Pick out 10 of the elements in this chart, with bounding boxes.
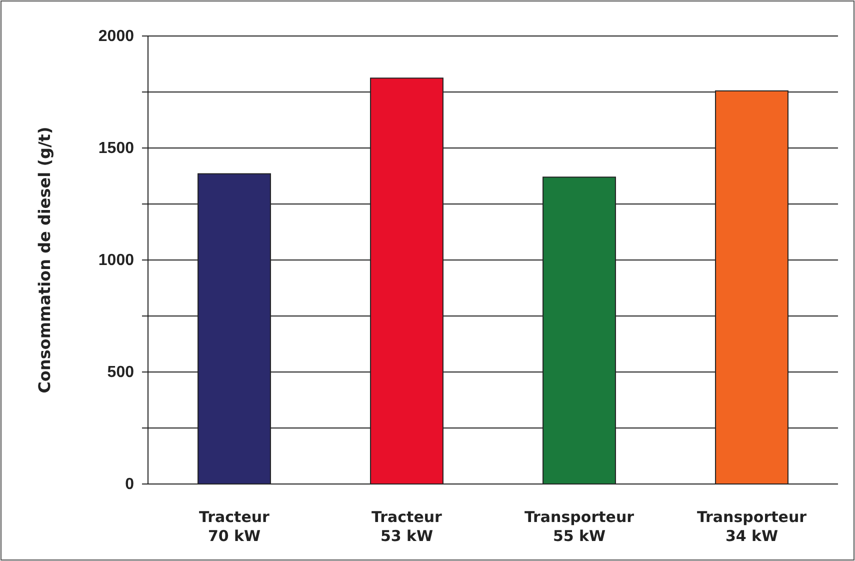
y-tick-label: 0 [125, 476, 134, 494]
y-tick-label: 2000 [98, 28, 134, 46]
y-tick-label: 1000 [98, 252, 134, 270]
y-tick-label: 1500 [98, 140, 134, 158]
x-tick-label: Tracteur 70 kW [199, 508, 270, 545]
x-tick-label: Transporteur 34 kW [696, 508, 808, 545]
y-axis-title: Consommation de diesel (g/t) [35, 126, 54, 394]
x-tick-label: Tracteur 53 kW [372, 508, 443, 545]
y-tick-label: 500 [107, 364, 134, 382]
x-tick-label: Transporteur 55 kW [524, 508, 635, 545]
